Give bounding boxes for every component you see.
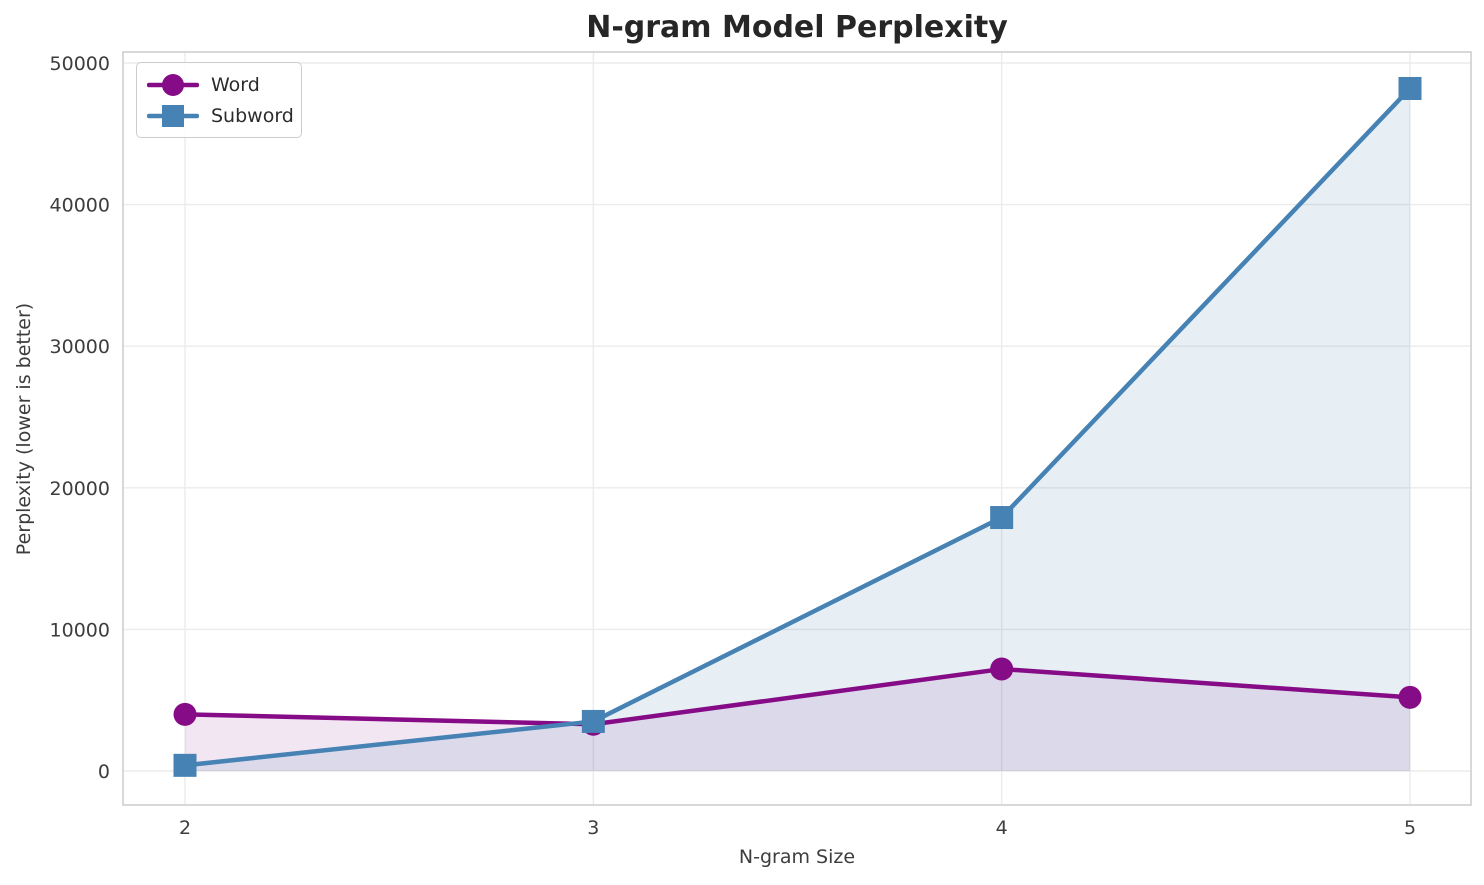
marker-word-4 [990,657,1014,681]
y-tick-label: 20000 [50,478,110,500]
marker-subword-3 [581,709,605,733]
legend-item-word: Word [147,69,291,100]
marker-subword-2 [173,753,197,777]
circle-marker-icon [147,73,199,96]
area-fill-word [185,669,1410,771]
area-fill-subword [185,88,1410,772]
legend-label: Subword [211,104,294,127]
series-line-word [182,666,1413,727]
x-tick-label: 2 [179,817,191,839]
marker-subword-5 [1398,76,1422,100]
plot-border [122,51,1472,806]
x-axis-label: N-gram Size [738,846,856,868]
y-tick-label: 10000 [50,619,110,641]
marker-subword-4 [990,506,1014,530]
y-tick-label: 40000 [50,195,110,217]
y-tick-label: 50000 [50,53,110,75]
series-line-subword [182,86,1413,768]
x-tick-label: 4 [996,817,1008,839]
y-tick-label: 30000 [50,336,110,358]
y-axis-label: Perplexity (lower is better) [13,302,35,556]
square-marker-icon [147,104,199,127]
legend: Word Subword [136,62,302,138]
y-tick-label: 0 [98,761,110,783]
legend-item-subword: Subword [147,100,294,131]
legend-label: Word [211,73,260,96]
x-tick-label: 5 [1404,817,1416,839]
marker-word-5 [1398,685,1422,709]
x-tick-label: 3 [587,817,599,839]
marker-word-2 [173,702,197,726]
chart-title: N-gram Model Perplexity [586,10,1008,45]
